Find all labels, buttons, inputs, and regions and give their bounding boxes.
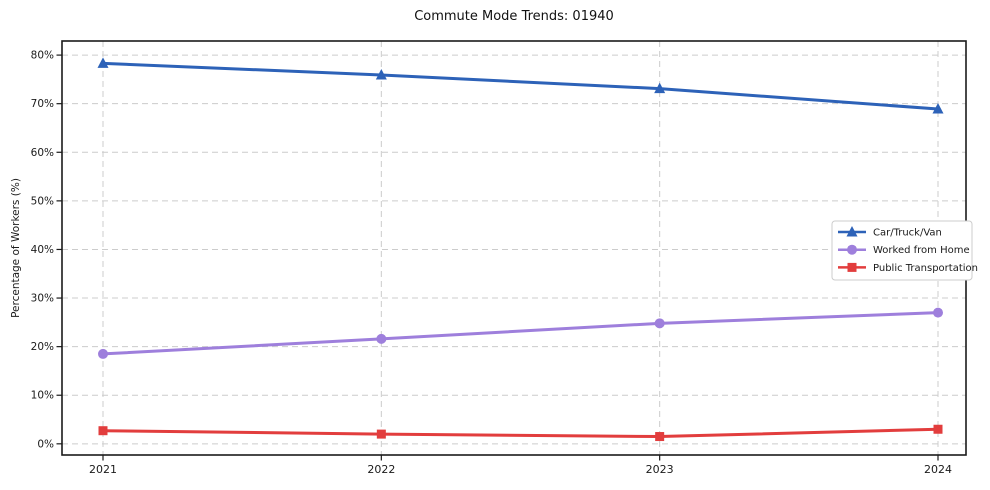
data-point-circle	[933, 307, 943, 318]
legend-circle-marker	[847, 244, 857, 255]
series-line	[101, 61, 940, 111]
legend-label: Car/Truck/Van	[873, 228, 942, 239]
data-point-circle	[98, 348, 108, 359]
legend-box	[831, 220, 973, 281]
plot-frame	[61, 40, 967, 456]
data-point-square	[98, 426, 108, 436]
y-tick-label: 50%	[31, 195, 54, 207]
x-tick-label: 2022	[367, 463, 395, 476]
y-tick-label: 80%	[31, 50, 54, 62]
data-point-square	[655, 432, 665, 442]
y-tick-label: 40%	[31, 244, 54, 256]
data-point-square	[376, 429, 386, 439]
y-tick-label: 0%	[37, 438, 54, 450]
series-line	[101, 427, 940, 439]
x-tick-label: 2021	[89, 463, 117, 476]
chart-title: Commute Mode Trends: 01940	[414, 9, 614, 24]
legend-label: Public Transportation	[873, 263, 978, 274]
data-point-circle	[654, 318, 665, 329]
y-tick-label: 20%	[31, 341, 54, 353]
y-tick-label: 10%	[31, 390, 54, 402]
y-tick-label: 70%	[31, 98, 54, 110]
legend-triangle-marker	[846, 226, 858, 237]
legend-square-marker	[847, 262, 857, 272]
x-tick-label: 2024	[924, 463, 952, 476]
series-line	[101, 311, 940, 356]
y-tick-label: 30%	[31, 293, 54, 305]
x-tick-label: 2023	[646, 463, 674, 476]
legend-label: Worked from Home	[873, 245, 970, 256]
data-point-triangle	[97, 57, 109, 68]
data-point-triangle	[375, 69, 387, 80]
data-point-square	[933, 424, 943, 434]
data-point-triangle	[932, 103, 944, 114]
data-point-triangle	[654, 82, 666, 94]
y-tick-label: 60%	[31, 147, 54, 159]
data-point-circle	[376, 333, 387, 344]
